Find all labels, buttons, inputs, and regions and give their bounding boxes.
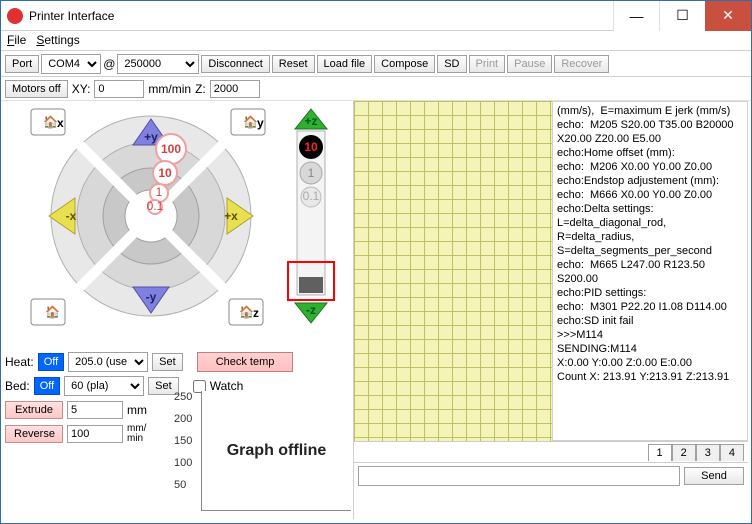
xy-label: XY: <box>72 82 91 96</box>
recover-button[interactable]: Recover <box>554 55 609 73</box>
svg-text:1: 1 <box>308 166 315 180</box>
reverse-button[interactable]: Reverse <box>5 425 63 443</box>
z-label: Z: <box>195 82 206 96</box>
send-button[interactable]: Send <box>684 467 744 485</box>
extrude-button[interactable]: Extrude <box>5 401 63 419</box>
xy-input[interactable] <box>94 80 144 98</box>
svg-text:-y: -y <box>146 290 157 304</box>
gcode-input[interactable] <box>358 466 680 486</box>
svg-text:x: x <box>57 116 64 130</box>
heat-toggle[interactable]: Off <box>38 353 64 371</box>
titlebar: Printer Interface — ☐ ✕ <box>1 1 751 31</box>
svg-text:🏠: 🏠 <box>45 305 60 319</box>
menu-file[interactable]: File <box>7 33 26 48</box>
svg-text:0.1: 0.1 <box>303 189 320 203</box>
bed-label: Bed: <box>5 379 30 393</box>
console-output: (mm/s), E=maximum E jerk (mm/s) echo: M2… <box>552 101 748 441</box>
minimize-button[interactable]: — <box>613 1 659 31</box>
reset-button[interactable]: Reset <box>272 55 315 73</box>
svg-text:10: 10 <box>304 140 318 154</box>
mm-min-label2: mm/min <box>127 424 146 444</box>
ytick: 250 <box>174 391 192 403</box>
port-select[interactable]: COM4 <box>41 54 101 74</box>
menubar: File Settings <box>1 31 751 51</box>
toolbar: Port COM4 @ 250000 Disconnect Reset Load… <box>1 51 751 77</box>
tab-3[interactable]: 3 <box>696 444 720 461</box>
left-panel: +y -y -x +x 100 10 1 0.1 🏠x <box>1 101 353 519</box>
mm-min-label: mm/min <box>148 82 191 96</box>
svg-text:10: 10 <box>158 166 172 180</box>
build-plate-grid[interactable] <box>354 101 552 441</box>
bed-select[interactable]: 60 (pla) <box>64 376 144 396</box>
svg-text:1: 1 <box>156 185 163 199</box>
port-button[interactable]: Port <box>5 55 39 73</box>
motors-off-button[interactable]: Motors off <box>5 80 68 98</box>
send-row: Send <box>354 463 748 489</box>
tab-4[interactable]: 4 <box>720 444 744 461</box>
svg-text:🏠: 🏠 <box>43 115 58 129</box>
svg-text:+y: +y <box>144 130 158 144</box>
svg-text:🏠: 🏠 <box>239 305 254 319</box>
check-temp-button[interactable]: Check temp <box>197 352 294 372</box>
svg-text:🏠: 🏠 <box>243 115 258 129</box>
print-button[interactable]: Print <box>469 55 506 73</box>
bed-toggle[interactable]: Off <box>34 377 60 395</box>
baud-select[interactable]: 250000 <box>117 54 199 74</box>
svg-text:-z: -z <box>306 303 316 317</box>
svg-text:+z: +z <box>304 114 317 128</box>
ytick: 100 <box>174 457 192 469</box>
disconnect-button[interactable]: Disconnect <box>201 55 269 73</box>
heat-select[interactable]: 205.0 (use <box>68 352 148 372</box>
temp-graph: 250 200 150 100 50 Graph offline <box>201 391 351 511</box>
motion-row: Motors off XY: mm/min Z: <box>1 77 751 101</box>
ytick: 150 <box>174 435 192 447</box>
loadfile-button[interactable]: Load file <box>317 55 373 73</box>
menu-settings[interactable]: Settings <box>36 33 79 48</box>
app-icon <box>7 8 23 24</box>
window-title: Printer Interface <box>29 9 613 23</box>
svg-text:y: y <box>257 116 264 130</box>
close-button[interactable]: ✕ <box>705 1 751 31</box>
mm-label: mm <box>127 403 147 417</box>
right-panel: (mm/s), E=maximum E jerk (mm/s) echo: M2… <box>353 101 748 519</box>
z-highlight-box <box>287 261 335 301</box>
tab-1[interactable]: 1 <box>648 444 672 461</box>
main-area: +y -y -x +x 100 10 1 0.1 🏠x <box>1 101 751 519</box>
jog-panel: +y -y -x +x 100 10 1 0.1 🏠x <box>1 101 351 331</box>
maximize-button[interactable]: ☐ <box>659 1 705 31</box>
svg-text:+x: +x <box>224 209 238 223</box>
tab-strip: 1 2 3 4 <box>354 441 748 463</box>
compose-button[interactable]: Compose <box>374 55 435 73</box>
heat-label: Heat: <box>5 355 34 369</box>
z-input[interactable] <box>210 80 260 98</box>
ytick: 200 <box>174 413 192 425</box>
reverse-input[interactable] <box>67 425 123 443</box>
pause-button[interactable]: Pause <box>507 55 552 73</box>
heat-set-button[interactable]: Set <box>152 353 183 371</box>
svg-text:-x: -x <box>66 209 77 223</box>
svg-text:100: 100 <box>161 142 181 156</box>
sd-button[interactable]: SD <box>437 55 466 73</box>
svg-text:z: z <box>253 306 259 320</box>
at-label: @ <box>103 57 115 71</box>
extrude-input[interactable] <box>67 401 123 419</box>
graph-offline-text: Graph offline <box>227 442 327 460</box>
tab-2[interactable]: 2 <box>672 444 696 461</box>
ytick: 50 <box>174 479 186 491</box>
svg-text:0.1: 0.1 <box>147 199 164 213</box>
